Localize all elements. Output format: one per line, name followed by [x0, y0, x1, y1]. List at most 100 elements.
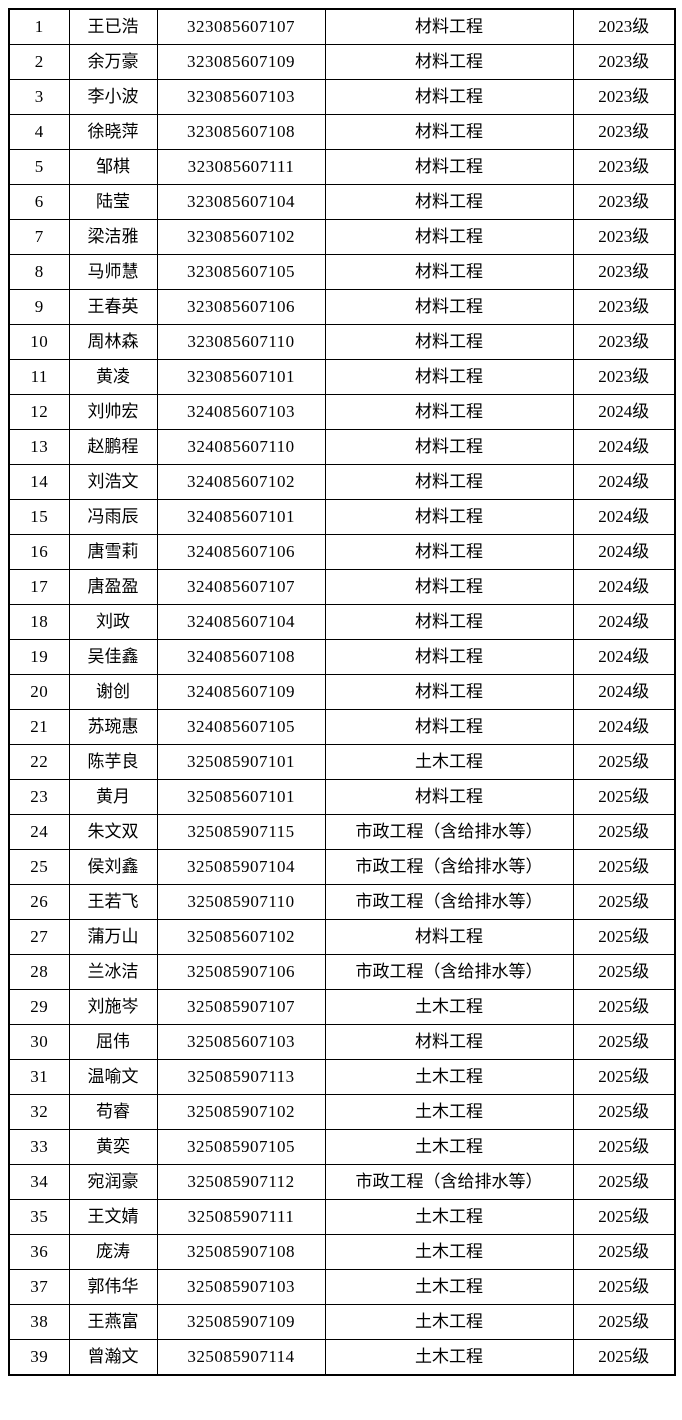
cell-row-number: 36	[8, 1234, 70, 1270]
cell-row-number: 32	[8, 1094, 70, 1130]
cell-major: 材料工程	[324, 184, 574, 220]
cell-grade-year: 2025级	[572, 1024, 676, 1060]
table-row: 14 刘浩文 324085607102 材料工程 2024级	[8, 464, 676, 500]
cell-major: 材料工程	[324, 499, 574, 535]
table-row: 16 唐雪莉 324085607106 材料工程 2024级	[8, 534, 676, 570]
cell-student-name: 王若飞	[68, 884, 158, 920]
cell-student-id: 324085607105	[156, 709, 326, 745]
cell-major: 材料工程	[324, 604, 574, 640]
cell-student-id: 325085907107	[156, 989, 326, 1025]
cell-student-id: 325085907114	[156, 1339, 326, 1376]
cell-grade-year: 2023级	[572, 184, 676, 220]
cell-row-number: 5	[8, 149, 70, 185]
cell-student-id: 323085607109	[156, 44, 326, 80]
cell-student-name: 谢创	[68, 674, 158, 710]
cell-student-name: 马师慧	[68, 254, 158, 290]
cell-student-id: 323085607106	[156, 289, 326, 325]
cell-major: 土木工程	[324, 1339, 574, 1376]
table-row: 8 马师慧 323085607105 材料工程 2023级	[8, 254, 676, 290]
cell-row-number: 20	[8, 674, 70, 710]
cell-grade-year: 2024级	[572, 499, 676, 535]
table-row: 32 苟睿 325085907102 土木工程 2025级	[8, 1094, 676, 1130]
cell-student-name: 刘政	[68, 604, 158, 640]
cell-grade-year: 2025级	[572, 989, 676, 1025]
cell-grade-year: 2024级	[572, 674, 676, 710]
cell-row-number: 30	[8, 1024, 70, 1060]
cell-student-id: 323085607107	[156, 8, 326, 45]
cell-student-name: 刘浩文	[68, 464, 158, 500]
table-row: 36 庞涛 325085907108 土木工程 2025级	[8, 1234, 676, 1270]
cell-grade-year: 2023级	[572, 44, 676, 80]
table-row: 38 王燕富 325085907109 土木工程 2025级	[8, 1304, 676, 1340]
cell-student-id: 325085907111	[156, 1199, 326, 1235]
cell-major: 土木工程	[324, 1199, 574, 1235]
cell-student-name: 唐盈盈	[68, 569, 158, 605]
cell-student-name: 屈伟	[68, 1024, 158, 1060]
cell-row-number: 8	[8, 254, 70, 290]
cell-row-number: 19	[8, 639, 70, 675]
cell-student-id: 323085607108	[156, 114, 326, 150]
cell-student-name: 王燕富	[68, 1304, 158, 1340]
table-row: 9 王春英 323085607106 材料工程 2023级	[8, 289, 676, 325]
cell-major: 材料工程	[324, 79, 574, 115]
cell-major: 土木工程	[324, 1234, 574, 1270]
cell-grade-year: 2023级	[572, 114, 676, 150]
cell-student-id: 325085907108	[156, 1234, 326, 1270]
cell-student-id: 323085607111	[156, 149, 326, 185]
cell-student-name: 刘帅宏	[68, 394, 158, 430]
table-row: 35 王文婧 325085907111 土木工程 2025级	[8, 1199, 676, 1235]
table-row: 17 唐盈盈 324085607107 材料工程 2024级	[8, 569, 676, 605]
cell-grade-year: 2023级	[572, 289, 676, 325]
cell-grade-year: 2025级	[572, 919, 676, 955]
cell-major: 材料工程	[324, 1024, 574, 1060]
cell-student-id: 324085607106	[156, 534, 326, 570]
cell-student-name: 侯刘鑫	[68, 849, 158, 885]
cell-student-id: 325085907109	[156, 1304, 326, 1340]
cell-student-name: 徐晓萍	[68, 114, 158, 150]
cell-row-number: 17	[8, 569, 70, 605]
cell-grade-year: 2024级	[572, 639, 676, 675]
cell-grade-year: 2025级	[572, 884, 676, 920]
cell-major: 材料工程	[324, 639, 574, 675]
cell-student-id: 325085907113	[156, 1059, 326, 1095]
cell-row-number: 39	[8, 1339, 70, 1376]
cell-row-number: 1	[8, 8, 70, 45]
cell-grade-year: 2024级	[572, 604, 676, 640]
cell-grade-year: 2024级	[572, 569, 676, 605]
table-row: 3 李小波 323085607103 材料工程 2023级	[8, 79, 676, 115]
cell-row-number: 15	[8, 499, 70, 535]
table-row: 22 陈芋良 325085907101 土木工程 2025级	[8, 744, 676, 780]
cell-student-id: 325085907102	[156, 1094, 326, 1130]
cell-grade-year: 2025级	[572, 1094, 676, 1130]
cell-student-id: 323085607102	[156, 219, 326, 255]
cell-row-number: 25	[8, 849, 70, 885]
cell-row-number: 18	[8, 604, 70, 640]
cell-grade-year: 2025级	[572, 1129, 676, 1165]
cell-student-name: 刘施岑	[68, 989, 158, 1025]
cell-student-id: 323085607103	[156, 79, 326, 115]
cell-student-name: 郭伟华	[68, 1269, 158, 1305]
table-row: 24 朱文双 325085907115 市政工程（含给排水等） 2025级	[8, 814, 676, 850]
cell-major: 市政工程（含给排水等）	[324, 814, 574, 850]
cell-row-number: 16	[8, 534, 70, 570]
cell-major: 材料工程	[324, 779, 574, 815]
cell-grade-year: 2025级	[572, 1269, 676, 1305]
cell-grade-year: 2025级	[572, 1304, 676, 1340]
cell-row-number: 37	[8, 1269, 70, 1305]
cell-major: 材料工程	[324, 464, 574, 500]
cell-student-name: 陆莹	[68, 184, 158, 220]
cell-major: 材料工程	[324, 289, 574, 325]
cell-student-name: 梁洁雅	[68, 219, 158, 255]
cell-student-id: 325085607103	[156, 1024, 326, 1060]
cell-grade-year: 2025级	[572, 1164, 676, 1200]
cell-student-name: 兰冰洁	[68, 954, 158, 990]
cell-grade-year: 2025级	[572, 814, 676, 850]
cell-student-name: 赵鹏程	[68, 429, 158, 465]
cell-student-name: 唐雪莉	[68, 534, 158, 570]
cell-major: 材料工程	[324, 8, 574, 45]
cell-row-number: 29	[8, 989, 70, 1025]
cell-major: 土木工程	[324, 1094, 574, 1130]
cell-row-number: 31	[8, 1059, 70, 1095]
table-row: 28 兰冰洁 325085907106 市政工程（含给排水等） 2025级	[8, 954, 676, 990]
cell-student-name: 苟睿	[68, 1094, 158, 1130]
